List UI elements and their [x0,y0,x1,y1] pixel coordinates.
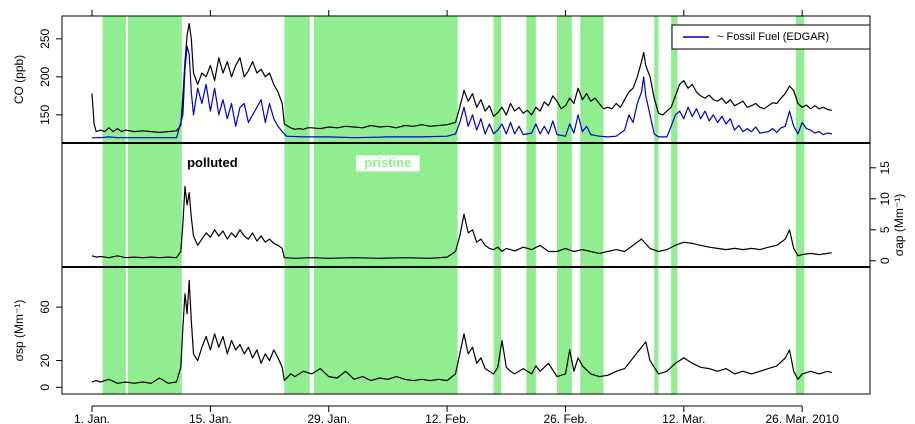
sigma-sp-y-tick-label-2: 20 [38,354,52,368]
sigma-ap-y-tick-label-2: 5 [878,226,892,233]
sigma-sp-y-tick-label-3: 60 [38,300,52,314]
sigma-sp-series-line-1 [91,279,832,384]
shaded-period-1 [102,16,126,394]
sigma-ap-y-tick-label-3: 10 [878,192,892,206]
shaded-period-4 [313,16,458,394]
legend-label-1: ~ Fossil Fuel (EDGAR) [717,31,829,43]
shaded-period-5 [493,16,501,394]
shaded-period-11 [795,16,805,394]
x-tick-label-3: 29. Jan. [307,412,350,424]
co-series-line-2 [92,45,832,139]
sigma-ap-y-tick-label-1: 0 [878,257,892,264]
co-series-line-1 [91,23,832,133]
sigma-ap-y-axis-label: σap (Mm⁻¹) [892,194,906,256]
co-y-axis-label: CO (ppb) [12,55,26,104]
sigma-sp-y-axis-label: σsp (Mm⁻¹) [12,300,26,362]
annotation-2-box [356,155,420,172]
shaded-period-6 [526,16,536,394]
x-tick-label-4: 12. Feb. [425,412,469,424]
shaded-period-10 [671,16,678,394]
shaded-period-9 [654,16,659,394]
co-y-tick-label-2: 200 [38,67,52,87]
sigma-ap-series-line-1 [91,185,832,259]
sigma-sp-y-tick-label-1: 0 [38,384,52,391]
x-tick-label-6: 12. Mar. [662,412,705,424]
sigma-ap-y-tick-label-4: 15 [878,161,892,175]
x-tick-label-2: 15. Jan. [189,412,232,424]
co-y-tick-label-3: 250 [38,28,52,48]
co-y-tick-label-1: 150 [38,105,52,125]
annotation-2: pristine [364,155,411,170]
plot-frame [61,15,871,395]
shaded-period-8 [580,16,604,394]
shaded-period-3 [284,16,310,394]
shaded-period-7 [557,16,572,394]
x-tick-label-1: 1. Jan. [74,412,110,424]
annotation-1: polluted [187,155,238,170]
shaded-period-2 [127,16,182,394]
x-tick-label-7: 26. Mar. 2010 [765,412,839,424]
x-tick-label-5: 26. Feb. [543,412,587,424]
